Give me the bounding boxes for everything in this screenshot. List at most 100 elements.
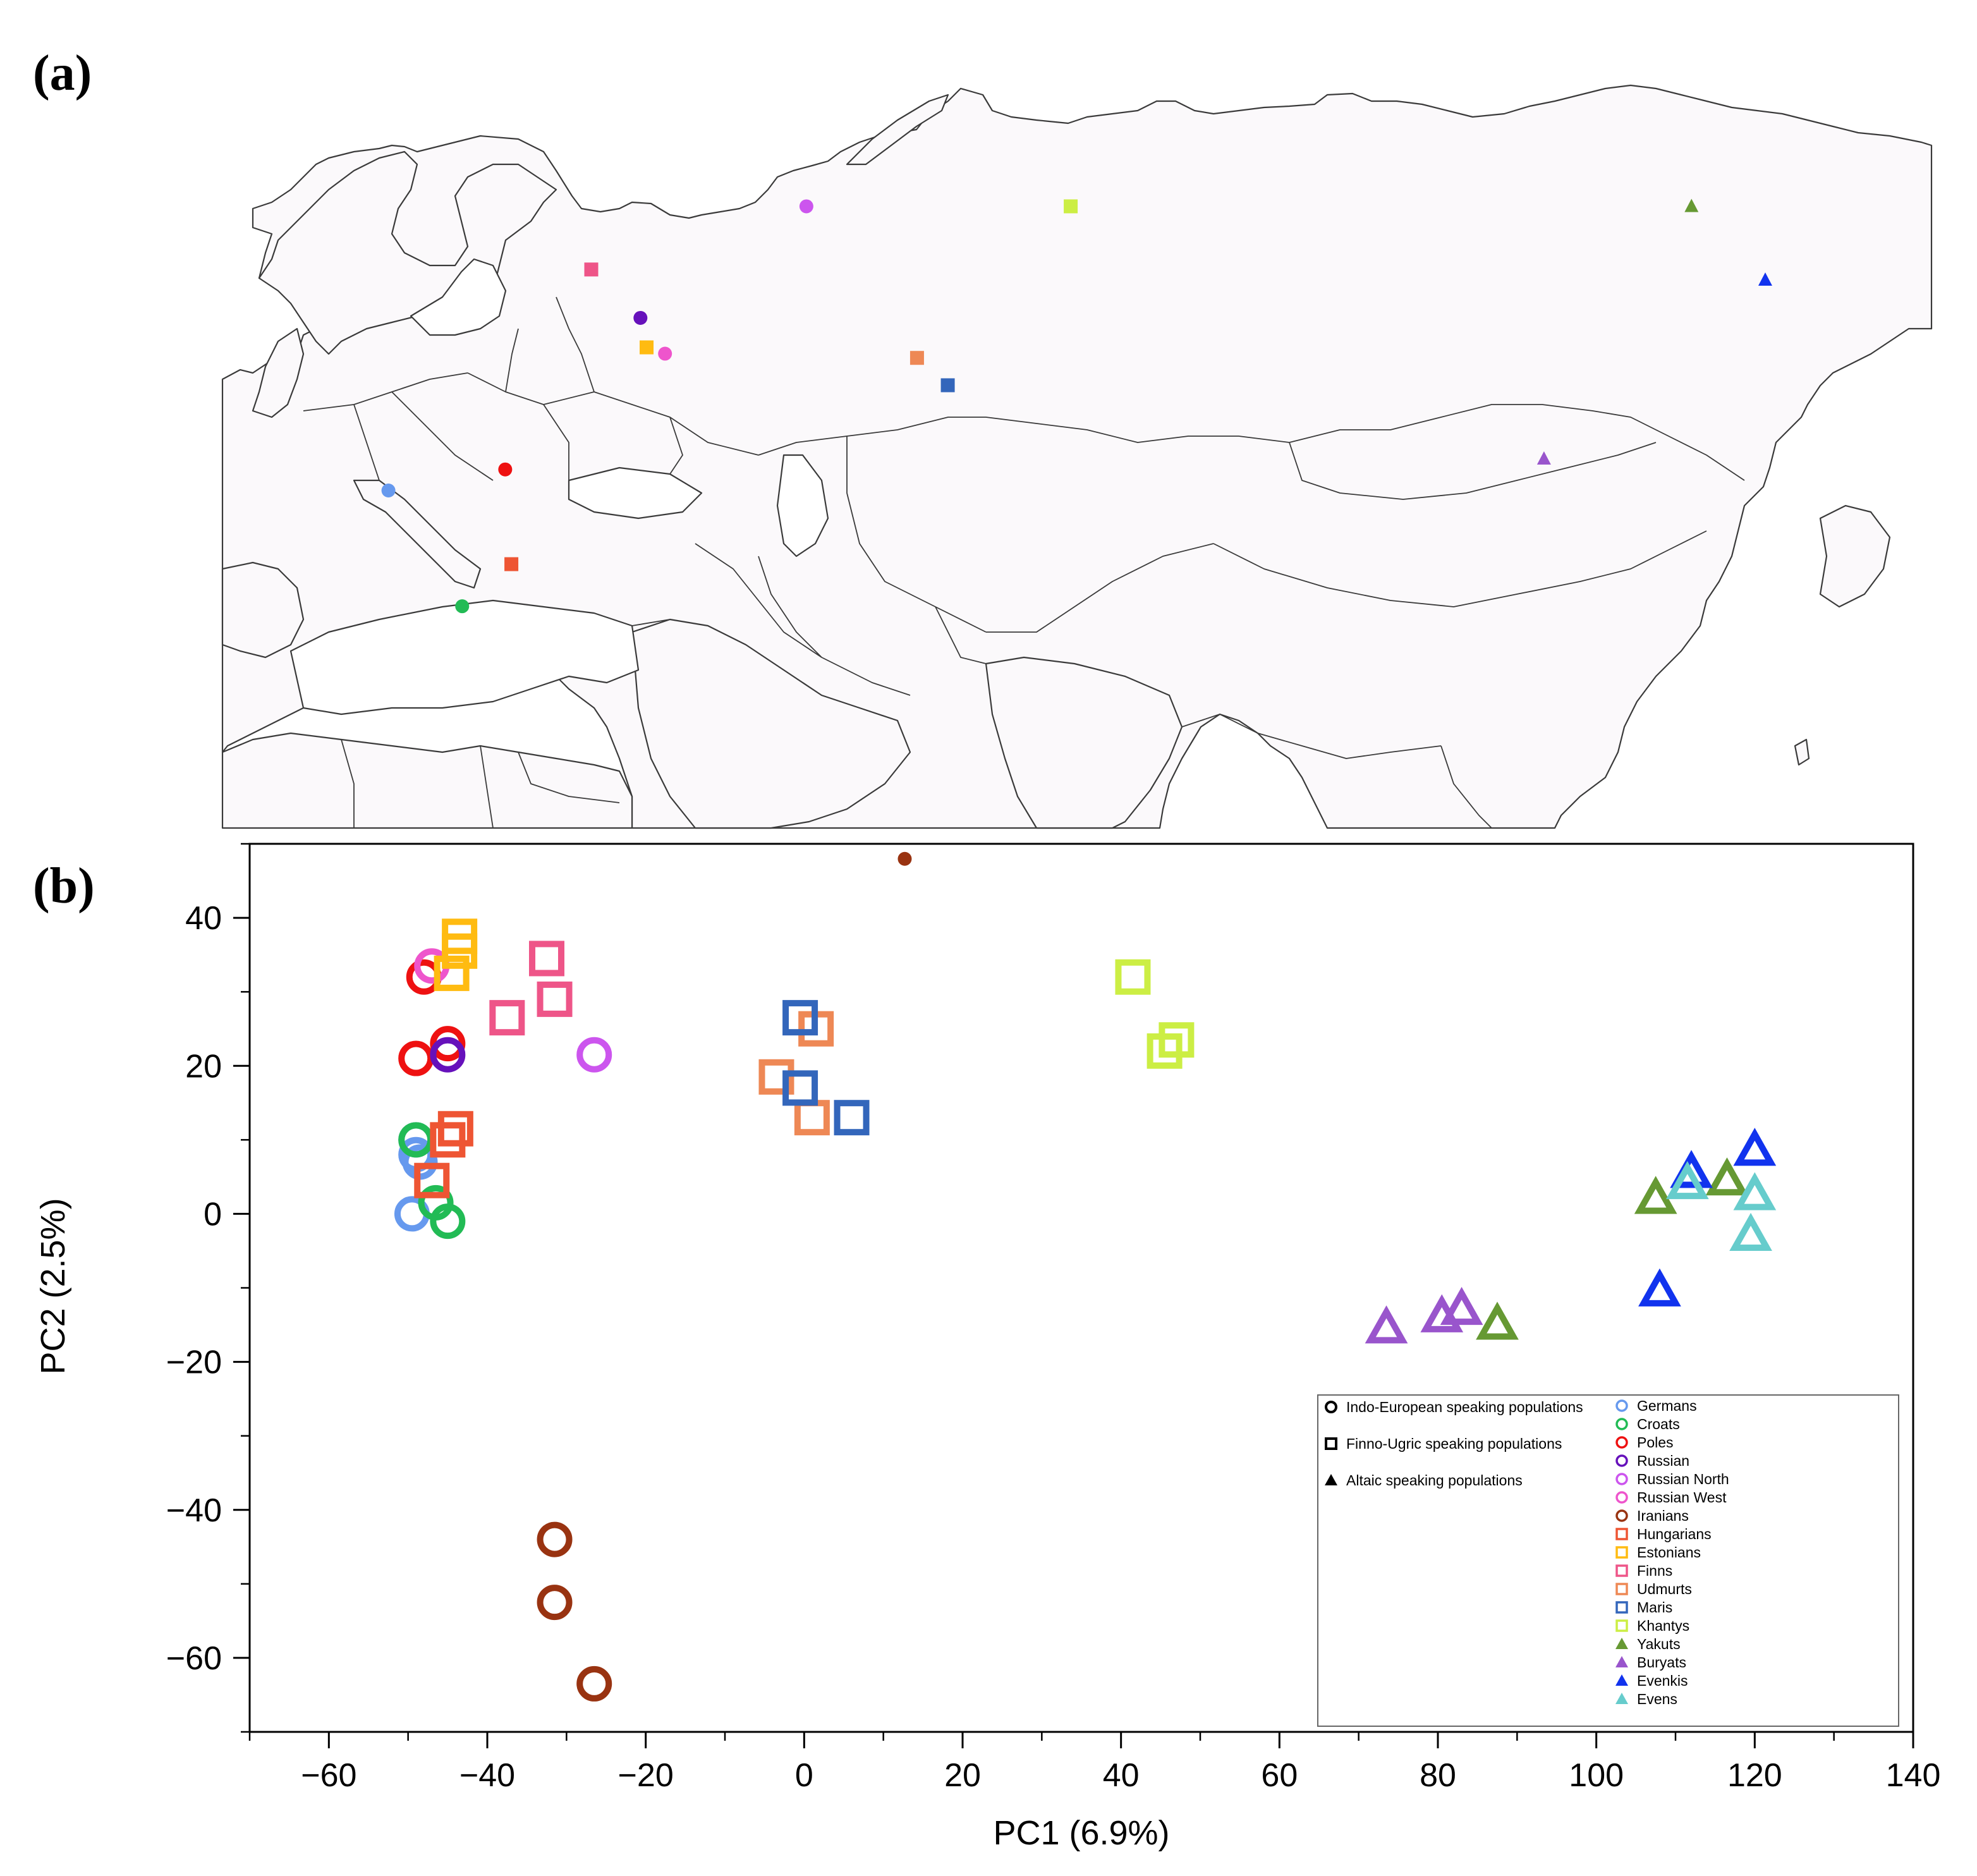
legend-russian-north-circle-icon (1615, 1473, 1628, 1485)
black-sea (568, 466, 703, 520)
point-udmurts (794, 1100, 830, 1136)
point-iranians (537, 1585, 573, 1621)
x-tick-label: 60 (1261, 1757, 1298, 1794)
point-finns (489, 1000, 525, 1036)
legend-group-label: Finno-Ugric speaking populations (1346, 1435, 1562, 1452)
map-marker-russian (633, 310, 648, 325)
legend-evens-label: Evens (1637, 1691, 1677, 1707)
series-finns (489, 941, 573, 1036)
japan (1819, 504, 1891, 608)
x-tick-label: −60 (301, 1757, 356, 1794)
legend-croats-label: Croats (1637, 1416, 1680, 1432)
x-tick-label: −40 (459, 1757, 515, 1794)
scandinavia (258, 150, 557, 355)
country-borders (303, 296, 1745, 829)
point-buryats (1440, 1286, 1483, 1325)
legend-iranians-circle-icon (1615, 1509, 1628, 1522)
point-hungarians (437, 1111, 473, 1147)
point-finns (537, 981, 573, 1017)
x-tick-label: 0 (795, 1757, 813, 1794)
map-marker-croats (455, 599, 470, 614)
point-evenkis (1733, 1128, 1777, 1166)
legend-maris-square-icon (1615, 1601, 1628, 1614)
great-britain (252, 327, 305, 418)
legend-buryats-triangle-icon (1615, 1656, 1628, 1667)
legend-group-square-icon (1325, 1437, 1337, 1450)
map-marker-evenkis (1758, 272, 1772, 286)
point-estonians (434, 955, 470, 991)
legend-evenkis-label: Evenkis (1637, 1672, 1688, 1689)
legend-hungarians-square-icon (1615, 1528, 1628, 1540)
y-tick-label: −60 (166, 1640, 222, 1677)
iberia (221, 561, 305, 659)
legend: Indo-European speaking populations Finno-… (1317, 1394, 1899, 1727)
italy (353, 479, 482, 589)
point-iranians (576, 1666, 612, 1702)
legend-group-triangle-icon (1325, 1474, 1337, 1485)
panel-b-label: (b) (33, 858, 95, 914)
legend-russian-circle-icon (1615, 1454, 1628, 1467)
y-axis-title: PC2 (2.5%) (34, 1198, 72, 1374)
legend-maris-label: Maris (1637, 1599, 1672, 1616)
y-tick-label: −40 (166, 1492, 222, 1529)
point-evenkis (1638, 1268, 1681, 1306)
point-poles (398, 1040, 434, 1076)
legend-buryats-label: Buryats (1637, 1654, 1686, 1671)
legend-finns-square-icon (1615, 1564, 1628, 1577)
legend-populations: Germans Croats Poles Russian Russian North Ru… (1615, 1398, 1729, 1707)
point-finns (529, 941, 564, 977)
legend-box (1317, 1394, 1899, 1727)
series-russian (430, 1037, 466, 1073)
legend-germans-circle-icon (1615, 1399, 1628, 1412)
legend-poles-label: Poles (1637, 1434, 1674, 1451)
x-tick-label: 80 (1420, 1757, 1456, 1794)
y-tick-label: −20 (166, 1344, 222, 1381)
point-poles (430, 1026, 466, 1062)
map-marker-khantys (1064, 199, 1078, 214)
map-marker-iranians (897, 851, 912, 866)
legend-group-label: Indo-European speaking populations (1346, 1399, 1583, 1415)
point-maris (782, 1000, 818, 1036)
legend-group-circle-icon (1325, 1401, 1337, 1413)
point-yakuts (1705, 1157, 1749, 1196)
x-axis-title: PC1 (6.9%) (993, 1814, 1169, 1852)
caspian-sea (776, 454, 829, 557)
map-marker-hungarians (504, 557, 519, 571)
series-khantys (1115, 959, 1195, 1069)
point-maris (782, 1070, 818, 1106)
point-khantys (1115, 959, 1151, 995)
point-yakuts (1476, 1301, 1519, 1340)
novaya-zemlya (846, 94, 949, 166)
legend-udmurts-square-icon (1615, 1583, 1628, 1595)
legend-evens-triangle-icon (1615, 1693, 1628, 1704)
legend-udmurts-label: Udmurts (1637, 1581, 1692, 1597)
point-iranians (537, 1521, 573, 1557)
map-markers (381, 198, 1772, 866)
map-marker-russian-west (658, 346, 672, 361)
series-buryats (1365, 1286, 1483, 1344)
legend-poles-circle-icon (1615, 1436, 1628, 1449)
x-tick-label: 40 (1103, 1757, 1140, 1794)
series-yakuts (1476, 1157, 1749, 1340)
legend-yakuts-label: Yakuts (1637, 1636, 1681, 1652)
point-russian-north (576, 1037, 612, 1073)
scatter-points (394, 918, 1777, 1702)
series-estonians (434, 918, 478, 991)
y-tick-label: 40 (185, 900, 222, 937)
x-tick-label: 20 (944, 1757, 981, 1794)
series-evens (1665, 1160, 1777, 1252)
series-maris (782, 1000, 870, 1136)
point-croats (430, 1203, 466, 1240)
point-yakuts (1634, 1176, 1677, 1214)
legend-khantys-square-icon (1615, 1619, 1628, 1632)
point-buryats (1365, 1305, 1408, 1344)
point-udmurts (758, 1059, 794, 1095)
point-estonians (442, 933, 478, 969)
point-russian (430, 1037, 466, 1073)
x-tick-label: 140 (1886, 1757, 1941, 1794)
series-hungarians (414, 1111, 473, 1198)
point-hungarians (414, 1162, 450, 1198)
legend-germans-label: Germans (1637, 1398, 1697, 1414)
map-marker-maris (940, 378, 955, 393)
x-tick-label: −20 (618, 1757, 674, 1794)
